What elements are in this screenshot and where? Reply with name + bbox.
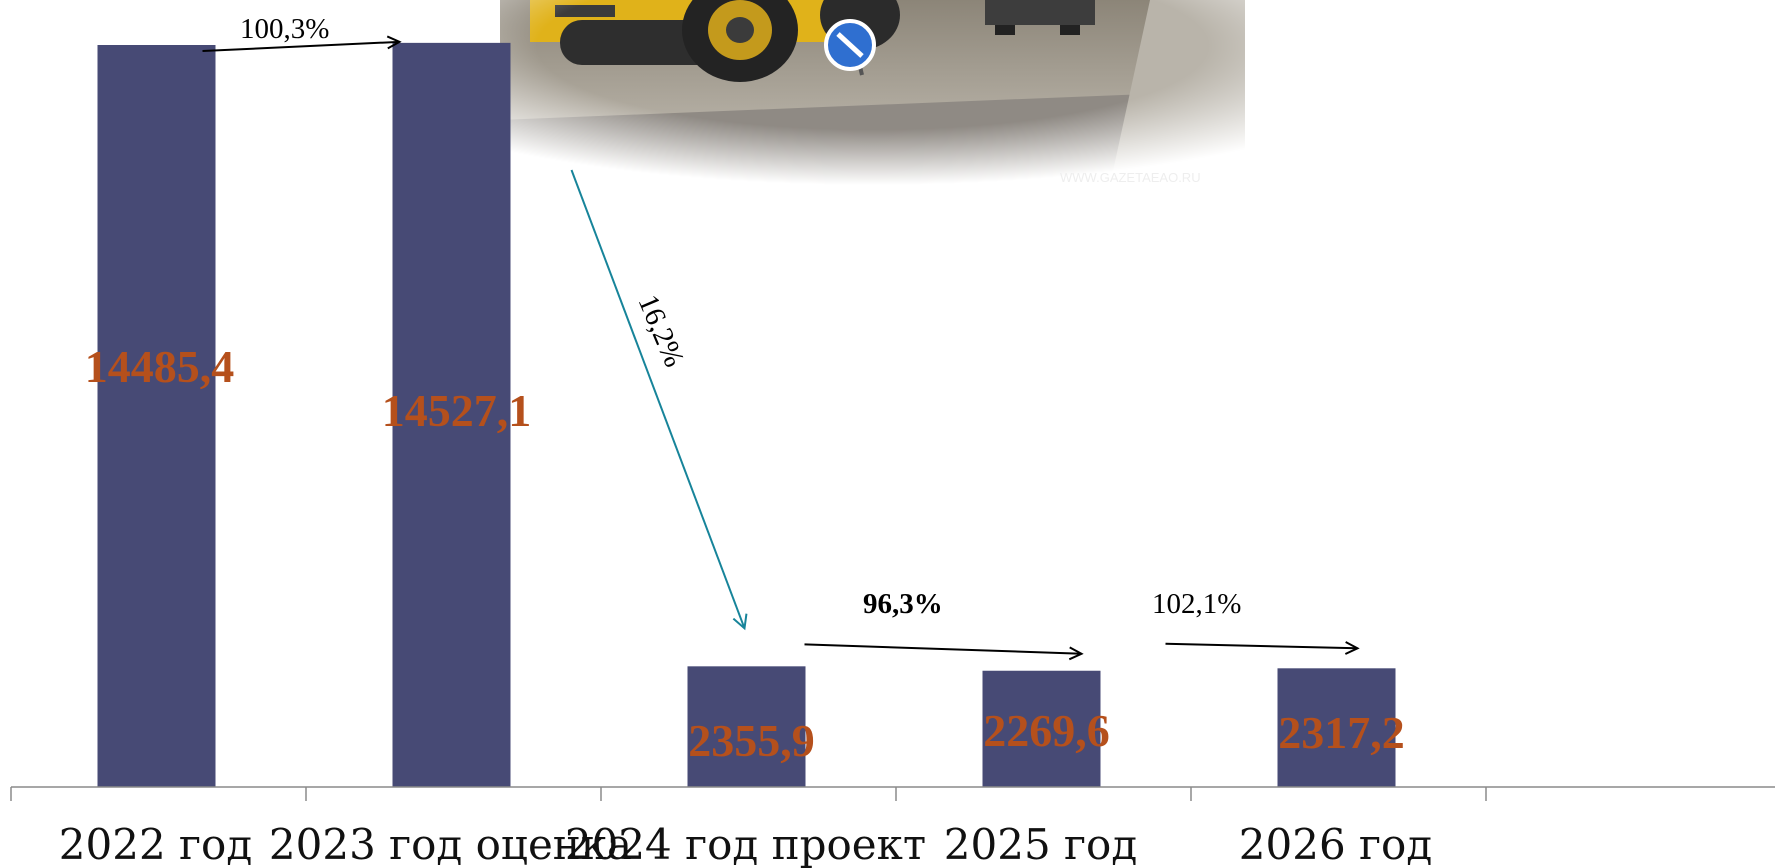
change-percent-label: 100,3% [240,13,329,45]
change-arrow [1165,644,1358,649]
category-label: 2025 год [944,820,1137,868]
bars-group [97,42,1396,788]
change-arrow [202,42,400,52]
change-percent-label: 16,2% [632,290,691,371]
bar-value-label: 14485,4 [85,341,235,392]
category-label: 2023 год оценка [269,820,632,868]
category-label: 2024 год проект [565,820,926,868]
category-label: 2022 год [59,820,252,868]
bar-value-label: 2317,2 [1278,707,1405,758]
bar-3 [687,666,806,787]
change-percent-label: 96,3% [863,588,943,620]
bar-1 [97,45,216,787]
photo-watermark: WWW.GAZETAEAO.RU [1060,170,1201,185]
x-axis [10,786,1775,801]
road-photo: WWW.GAZETAEAO.RU [500,0,1245,185]
bar-4 [982,670,1101,787]
category-label: 2026 год [1239,820,1432,868]
bar-2 [392,42,511,788]
bar-5 [1277,668,1396,787]
change-percent-label: 102,1% [1152,588,1241,620]
change-arrow [570,169,748,631]
change-arrow [804,643,1082,653]
bar-value-label: 2355,9 [688,715,815,766]
bar-value-label: 14527,1 [382,385,532,436]
bar-labels-group: 14485,4 14527,1 2355,9 2269,6 2317,2 [85,341,1405,766]
bar-value-label: 2269,6 [983,705,1110,756]
